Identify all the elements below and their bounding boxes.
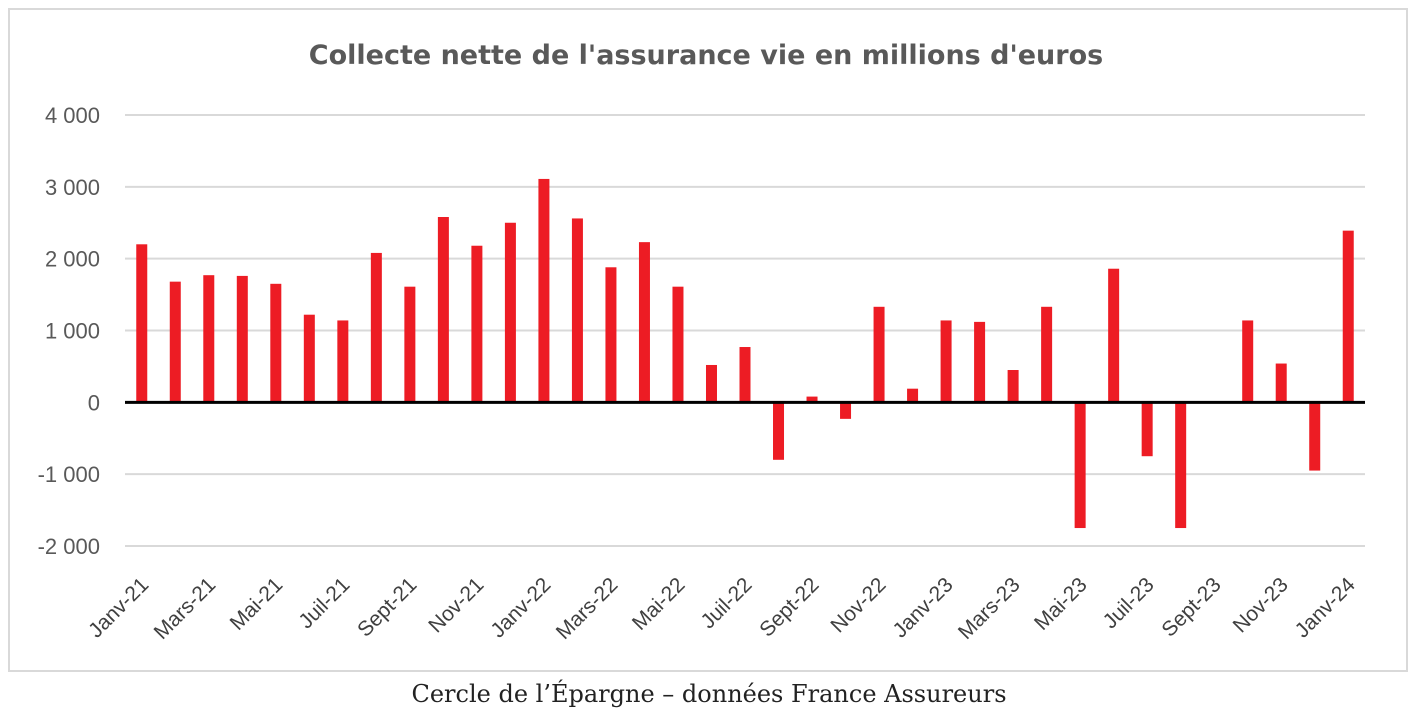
bar (1342, 230, 1354, 403)
x-tick-label: Nov-23 (1229, 573, 1293, 637)
bar (1309, 402, 1321, 471)
y-tick-label: 3 000 (45, 175, 100, 200)
x-tick-label: Nov-22 (826, 573, 890, 637)
bar (169, 281, 181, 403)
bar (605, 267, 617, 403)
bar (1275, 363, 1287, 403)
bar (873, 306, 885, 403)
bar (705, 364, 717, 403)
x-tick-label: Nov-21 (424, 573, 488, 637)
bar (504, 222, 516, 403)
bar (739, 347, 751, 403)
x-tick-label: Sept-23 (1157, 573, 1225, 641)
bar (773, 402, 785, 460)
bar-chart: Collecte nette de l'assurance vie en mil… (38, 40, 1365, 644)
bar (638, 242, 650, 403)
y-tick-label: -2 000 (38, 534, 100, 559)
x-tick-label: Janv-22 (486, 573, 555, 642)
bar (236, 275, 248, 403)
bar (1175, 402, 1187, 529)
bar (270, 283, 282, 403)
bar (840, 402, 852, 419)
x-tick-label: Janv-24 (1291, 573, 1360, 642)
bar (370, 252, 382, 403)
bar (538, 178, 550, 403)
grid-lines (125, 114, 1365, 547)
bar (337, 320, 349, 403)
x-tick-label: Mars-22 (552, 573, 623, 644)
bar (471, 245, 483, 403)
bar (571, 218, 583, 403)
y-tick-label: 2 000 (45, 247, 100, 272)
x-tick-label: Mai-21 (226, 573, 288, 635)
bar (1141, 402, 1153, 457)
x-tick-label: Mai-22 (628, 573, 690, 635)
bar (940, 320, 952, 403)
bar (907, 388, 919, 403)
x-tick-label: Mars-23 (954, 573, 1025, 644)
y-tick-label: 1 000 (45, 319, 100, 344)
y-axis-ticks: 4 000 3 000 2 000 1 000 0 -1 000 -2 000 (38, 103, 100, 559)
bar (1007, 370, 1019, 403)
x-tick-label: Janv-21 (84, 573, 153, 642)
y-tick-label: 0 (88, 390, 100, 415)
bar (1242, 320, 1254, 403)
x-tick-label: Juil-21 (294, 573, 354, 633)
x-tick-label: Mars-21 (150, 573, 221, 644)
x-tick-label: Mai-23 (1030, 573, 1092, 635)
chart-title: Collecte nette de l'assurance vie en mil… (309, 40, 1103, 71)
bar (1041, 306, 1053, 403)
y-tick-label: -1 000 (38, 462, 100, 487)
x-tick-label: Sept-21 (353, 573, 421, 641)
x-tick-label: Juil-23 (1099, 573, 1159, 633)
figure-caption: Cercle de l’Épargne – données France Ass… (411, 680, 1007, 708)
bar (136, 244, 148, 403)
bar (806, 396, 818, 403)
bar (203, 275, 215, 403)
x-tick-label: Sept-22 (755, 573, 823, 641)
bar (672, 286, 684, 403)
x-tick-label: Janv-23 (889, 573, 958, 642)
bar (404, 286, 416, 403)
x-tick-label: Juil-22 (697, 573, 757, 633)
bar (974, 321, 986, 403)
bars (136, 178, 1354, 529)
bar (1108, 268, 1120, 403)
bar (303, 314, 315, 403)
bar (437, 217, 449, 403)
bar (1074, 402, 1086, 529)
y-tick-label: 4 000 (45, 103, 100, 128)
